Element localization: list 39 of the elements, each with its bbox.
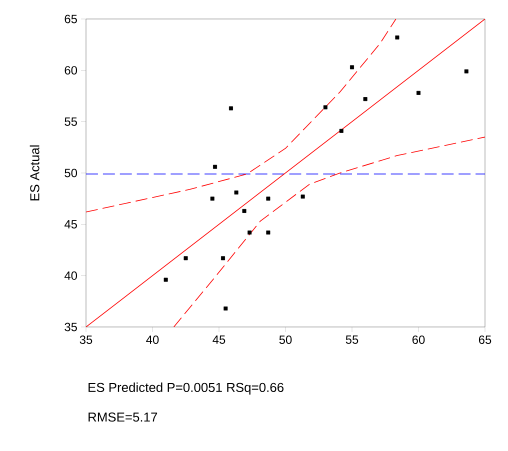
y-tick-label: 50 [64,168,78,178]
y-tick-label: 45 [64,220,77,228]
point [266,196,270,201]
line-series [173,136,486,327]
point [266,230,270,235]
point [300,194,305,199]
point [395,35,400,40]
x-tick-label: 40 [146,336,159,344]
point [248,230,252,235]
x-tick-label: 60 [412,336,425,344]
point [350,65,354,70]
point [184,256,188,260]
point [213,164,218,169]
y-tick-label: 55 [64,117,77,126]
point [228,106,233,110]
point [220,256,225,260]
x-axis-title: ES Predicted P=0.0051 RSq=0.66 [88,382,284,395]
point [242,208,246,213]
point [323,105,328,110]
x-tick-label: 55 [346,336,358,344]
point [164,278,168,282]
x-tick-label: 45 [212,336,226,344]
y-tick-label: 35 [64,322,77,332]
line-series [86,18,396,212]
point [210,196,214,201]
point [464,69,468,74]
y-tick-label: 60 [64,66,78,75]
y-tick-label: 40 [64,271,78,280]
point [416,90,421,95]
point [363,97,368,102]
point [224,306,228,311]
text: RMSE=5.17 [88,412,158,422]
y-tick-label: 65 [64,14,77,24]
x-tick-label: 50 [279,336,292,344]
point [234,190,238,194]
x-tick-label: 35 [80,336,92,344]
y-axis-title: ES Actual [30,145,40,200]
point [339,128,344,133]
x-tick-label: 65 [478,336,492,344]
